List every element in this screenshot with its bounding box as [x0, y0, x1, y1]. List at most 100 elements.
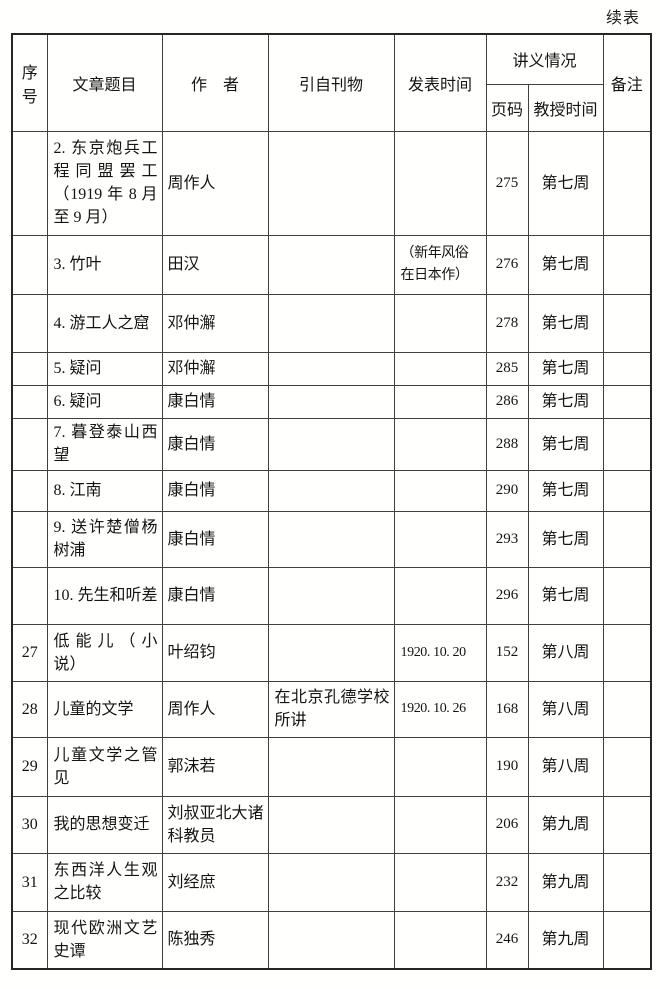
cell-source: [267, 351, 395, 386]
cell-teach-time: 第七周: [527, 510, 604, 568]
cell-page: 296: [485, 566, 529, 625]
cell-teach-time: 第七周: [527, 384, 604, 419]
table-row: 29 儿童文学之管见 郭沫若 190 第八周: [11, 736, 652, 797]
cell-source: [267, 510, 395, 568]
header-title: 文章题目: [46, 33, 163, 132]
cell-no: [11, 384, 48, 419]
cell-no: [11, 510, 48, 568]
cell-teach-time: 第七周: [527, 566, 604, 625]
cell-source: 在北京孔德学校所讲: [267, 680, 395, 738]
cell-no: 30: [11, 795, 48, 854]
cell-teach-time: 第七周: [527, 130, 604, 236]
cell-date: [393, 566, 487, 625]
cell-title: 4. 游工人之窟: [46, 293, 163, 353]
cell-page: 278: [485, 293, 529, 353]
cell-date: [393, 736, 487, 797]
cell-teach-time: 第九周: [527, 852, 604, 912]
cell-title: 儿童文学之管见: [46, 736, 163, 797]
cell-author: 刘叔亚北大诸科教员: [161, 795, 269, 854]
cell-no: [11, 417, 48, 471]
cell-date: （新年风俗在日本作）: [393, 234, 487, 295]
cell-page: 285: [485, 351, 529, 386]
cell-no: [11, 293, 48, 353]
cell-author: 邓仲澥: [161, 351, 269, 386]
cell-title: 8. 江南: [46, 469, 163, 512]
cell-page: 190: [485, 736, 529, 797]
cell-source: [267, 566, 395, 625]
cell-remark: [602, 384, 652, 419]
cell-author: 周作人: [161, 130, 269, 236]
cell-teach-time: 第八周: [527, 623, 604, 682]
table-row: 5. 疑问 邓仲澥 285 第七周: [11, 351, 652, 386]
header-row-2: 页码 教授时间: [12, 83, 651, 132]
cell-date: 1920. 10. 20: [393, 623, 487, 682]
cell-date: [393, 469, 487, 512]
cell-source: [267, 795, 395, 854]
cell-title: 10. 先生和听差: [46, 566, 163, 625]
cell-date: [393, 852, 487, 912]
cell-title: 3. 竹叶: [46, 234, 163, 295]
header-page: 页码: [485, 83, 529, 132]
cell-date: [393, 417, 487, 471]
cell-remark: [602, 510, 652, 568]
cell-page: 290: [485, 469, 529, 512]
cell-date: [393, 293, 487, 353]
continued-table-label: 续表: [605, 10, 640, 27]
cell-source: [267, 234, 395, 295]
articles-table: 序号 文章题目 作 者 引自刊物 发表时间 讲义情况 备注 页码 教授时间 2.…: [11, 33, 653, 970]
cell-date: 1920. 10. 26: [393, 680, 487, 738]
cell-title: 儿童的文学: [46, 680, 163, 738]
cell-title: 低能儿（小说）: [46, 623, 163, 682]
cell-author: 周作人: [161, 680, 269, 738]
cell-page: 168: [485, 680, 529, 738]
cell-page: 152: [485, 623, 529, 682]
cell-source: [267, 293, 395, 353]
cell-teach-time: 第八周: [527, 680, 604, 738]
table-row: 7. 暮登泰山西望 康白情 288 第七周: [11, 417, 652, 471]
header-remark: 备注: [602, 33, 652, 132]
table-row: 30 我的思想变迁 刘叔亚北大诸科教员 206 第九周: [11, 795, 652, 854]
cell-remark: [602, 623, 652, 682]
cell-date: [393, 910, 487, 970]
table-header: 序号 文章题目 作 者 引自刊物 发表时间 讲义情况 备注 页码 教授时间: [11, 33, 652, 132]
table-row: 28 儿童的文学 周作人 在北京孔德学校所讲 1920. 10. 26 168 第八周: [11, 680, 652, 738]
cell-author: 刘经庶: [161, 852, 269, 912]
cell-title: 2. 东京炮兵工程同盟罢工（1919 年 8 月至 9 月）: [46, 130, 163, 236]
cell-title: 6. 疑问: [46, 384, 163, 419]
cell-page: 293: [485, 510, 529, 568]
cell-remark: [602, 795, 652, 854]
cell-author: 康白情: [161, 384, 269, 419]
cell-source: [267, 852, 395, 912]
cell-source: [267, 130, 395, 236]
cell-remark: [602, 852, 652, 912]
cell-teach-time: 第九周: [527, 795, 604, 854]
cell-no: [11, 351, 48, 386]
cell-source: [267, 417, 395, 471]
cell-remark: [602, 566, 652, 625]
cell-no: 31: [11, 852, 48, 912]
cell-title: 9. 送许楚僧杨树浦: [46, 510, 163, 568]
cell-page: 232: [485, 852, 529, 912]
cell-teach-time: 第九周: [527, 910, 604, 970]
cell-author: 陈独秀: [161, 910, 269, 970]
cell-author: 叶绍钧: [161, 623, 269, 682]
cell-title: 7. 暮登泰山西望: [46, 417, 163, 471]
cell-no: 29: [11, 736, 48, 797]
table-row: 2. 东京炮兵工程同盟罢工（1919 年 8 月至 9 月） 周作人 275 第七周: [11, 130, 652, 236]
header-source: 引自刊物: [267, 33, 395, 132]
cell-page: 275: [485, 130, 529, 236]
cell-remark: [602, 469, 652, 512]
cell-remark: [602, 351, 652, 386]
table-row: 4. 游工人之窟 邓仲澥 278 第七周: [11, 293, 652, 353]
table-body: 2. 东京炮兵工程同盟罢工（1919 年 8 月至 9 月） 周作人 275 第七周 3…: [11, 130, 652, 970]
cell-title: 我的思想变迁: [46, 795, 163, 854]
cell-author: 康白情: [161, 510, 269, 568]
cell-author: 邓仲澥: [161, 293, 269, 353]
header-author: 作 者: [161, 33, 269, 132]
cell-source: [267, 384, 395, 419]
cell-remark: [602, 680, 652, 738]
header-row-1: 序号 文章题目 作 者 引自刊物 发表时间 讲义情况 备注: [11, 33, 652, 132]
header-teach-time: 教授时间: [527, 83, 604, 132]
table-row: 27 低能儿（小说） 叶绍钧 1920. 10. 20 152 第八周: [11, 623, 652, 682]
cell-title: 东西洋人生观之比较: [46, 852, 163, 912]
